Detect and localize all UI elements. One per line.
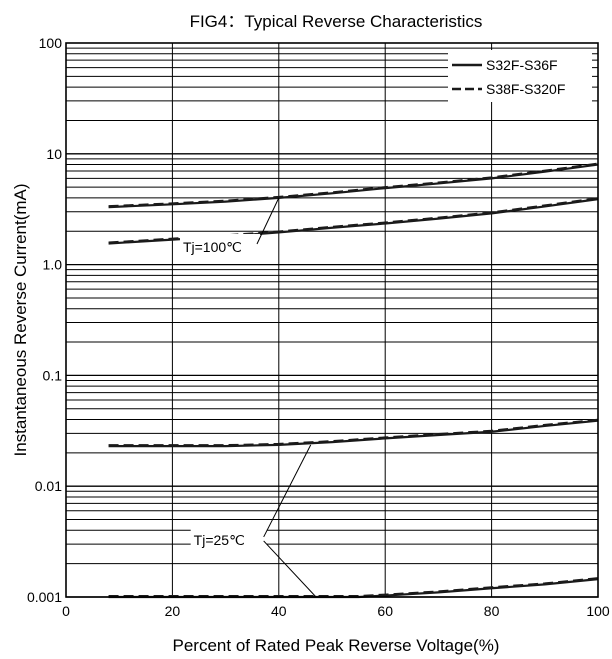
series-line-solid-0 xyxy=(108,163,599,209)
x-tick-label: 0 xyxy=(62,603,70,619)
y-tick-label: 0.001 xyxy=(27,589,62,605)
x-tick-label: 80 xyxy=(484,603,500,619)
x-tick-label: 40 xyxy=(271,603,287,619)
chart-title: FIG4：Typical Reverse Characteristics xyxy=(190,12,483,31)
plot-frame xyxy=(65,42,599,598)
y-tick-label: 1.0 xyxy=(43,257,63,273)
annotation-bg-tj25 xyxy=(190,526,267,549)
annotation-leader-tj25-upper xyxy=(263,444,312,538)
x-tick-label: 60 xyxy=(377,603,393,619)
series-line-dashed-2 xyxy=(108,418,599,446)
series-line-dashed-0 xyxy=(108,162,599,207)
legend-background xyxy=(448,50,592,102)
annotation-tj100: Tj=100℃ xyxy=(183,239,242,255)
x-tick-label: 20 xyxy=(165,603,181,619)
y-tick-label: 0.01 xyxy=(35,478,62,494)
annotation-leader-tj25-lower xyxy=(263,540,317,598)
legend-label-s38f-s320f: S38F-S320F xyxy=(486,81,565,97)
annotation-bg-tj100 xyxy=(179,233,260,256)
y-tick-label: 0.1 xyxy=(43,367,63,383)
legend: S32F-S36F S38F-S320F xyxy=(448,50,592,102)
axis-ticks: 0 20 40 60 80 100 0.001 0.01 0.1 1.0 10 100 xyxy=(27,35,610,619)
y-axis-label: Instantaneous Reverse Current(mA) xyxy=(11,183,30,456)
annotation-leader-tj100 xyxy=(256,197,280,245)
y-tick-label: 100 xyxy=(39,35,63,51)
series-line-solid-3 xyxy=(108,578,599,599)
annotation-tj25: Tj=25℃ xyxy=(194,532,245,548)
annotation-layer: Tj=100℃ Tj=25℃ xyxy=(179,197,317,598)
legend-label-s32f-s36f: S32F-S36F xyxy=(486,57,558,73)
series-line-solid-2 xyxy=(108,419,599,448)
x-axis-label: Percent of Rated Peak Reverse Voltage(%) xyxy=(173,636,500,655)
y-tick-label: 10 xyxy=(46,146,62,162)
series-line-dashed-3 xyxy=(108,577,599,597)
x-tick-label: 100 xyxy=(586,603,610,619)
grid xyxy=(66,43,598,598)
